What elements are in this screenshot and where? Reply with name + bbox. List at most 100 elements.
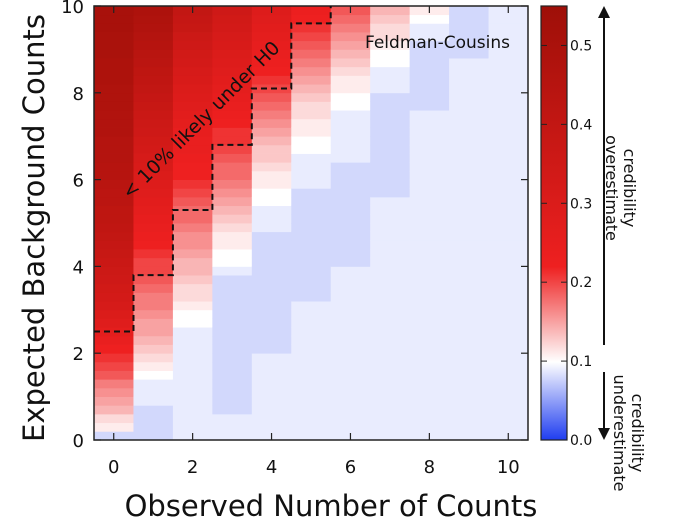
heatmap-cell — [172, 49, 213, 59]
heatmap-cell — [172, 214, 213, 224]
heatmap-cell — [172, 188, 213, 198]
heatmap-cell — [488, 58, 529, 68]
heatmap-cell — [409, 309, 450, 319]
heatmap-cell — [409, 413, 450, 424]
heatmap-cell — [94, 153, 134, 163]
heatmap-cell — [133, 353, 174, 363]
heatmap-cell — [449, 309, 489, 319]
heatmap-cell — [94, 231, 134, 241]
heatmap-cell — [330, 413, 371, 424]
heatmap-cell — [172, 318, 213, 328]
heatmap-cell — [133, 335, 174, 345]
heatmap-cell — [172, 101, 213, 111]
heatmap-cell — [409, 283, 450, 293]
heatmap-cell — [330, 92, 371, 102]
heatmap-cell — [172, 66, 213, 76]
heatmap-cell — [94, 318, 134, 328]
heatmap-cell — [172, 387, 213, 397]
heatmap-cell — [133, 179, 174, 189]
heatmap-cell — [94, 292, 134, 302]
heatmap-cell — [449, 344, 489, 354]
heatmap-cell — [94, 335, 134, 345]
heatmap-cell — [251, 179, 292, 189]
heatmap-cell — [370, 84, 411, 94]
x-tick-label: 2 — [187, 457, 198, 478]
heatmap-cell — [370, 405, 411, 415]
heatmap-cell — [251, 275, 292, 285]
heatmap-cell — [330, 196, 371, 207]
heatmap-cell — [449, 266, 489, 276]
heatmap-cell — [172, 153, 213, 163]
heatmap-cell — [133, 49, 174, 59]
heatmap-cell — [449, 370, 489, 380]
heatmap-cell — [212, 240, 253, 250]
heatmap-cell — [291, 413, 332, 424]
heatmap-cell — [212, 92, 253, 102]
x-axis-ticks: 0 2 4 6 8 10 — [108, 6, 520, 478]
heatmap-cell — [370, 249, 411, 259]
heatmap-cell — [251, 188, 292, 198]
heatmap-cell — [330, 118, 371, 128]
heatmap-cell — [409, 23, 450, 33]
heatmap-cell — [370, 49, 411, 59]
heatmap-cell — [488, 413, 529, 424]
heatmap-cell — [291, 84, 332, 94]
heatmap-cell — [133, 214, 174, 224]
heatmap-cell — [370, 292, 411, 302]
heatmap-cell — [212, 335, 253, 345]
heatmap-cell — [291, 58, 332, 68]
heatmap-cell — [449, 327, 489, 337]
heatmap-cell — [409, 49, 450, 59]
heatmap-cell — [488, 405, 529, 415]
heatmap-cell — [133, 6, 174, 16]
heatmap-cell — [212, 283, 253, 293]
heatmap-cell — [172, 327, 213, 337]
heatmap-cell — [251, 361, 292, 371]
heatmap-cell — [133, 136, 174, 146]
heatmap-cell — [370, 205, 411, 215]
heatmap-cell — [330, 301, 371, 311]
heatmap-cell — [370, 153, 411, 163]
heatmap-cell — [488, 136, 529, 146]
heatmap-cell — [212, 162, 253, 172]
heatmap-cell — [172, 266, 213, 276]
heatmap-cell — [212, 223, 253, 233]
heatmap-cell — [172, 170, 213, 180]
heatmap-cell — [488, 40, 529, 50]
x-tick-label: 8 — [424, 457, 435, 478]
heatmap-cell — [330, 136, 371, 146]
heatmap-cell — [449, 231, 489, 241]
heatmap-cell — [488, 188, 529, 198]
heatmap-cell — [370, 396, 411, 406]
y-axis-label: Expected Background Counts — [17, 14, 51, 442]
heatmap-cell — [172, 127, 213, 137]
heatmap-cell — [330, 23, 371, 33]
heatmap-cell — [409, 136, 450, 146]
heatmap-cell — [330, 422, 371, 432]
heatmap-cell — [449, 396, 489, 406]
heatmap-cell — [251, 283, 292, 293]
heatmap-cell — [212, 396, 253, 406]
heatmap-cell — [133, 110, 174, 120]
heatmap-cell — [291, 231, 332, 241]
heatmap-cell — [291, 379, 332, 389]
heatmap-cell — [212, 318, 253, 328]
plot-frame — [93, 5, 529, 441]
heatmap-cell — [330, 188, 371, 198]
heatmap-cell — [291, 387, 332, 397]
heatmap-cell — [488, 101, 529, 111]
heatmap-cell — [94, 144, 134, 154]
heatmap-cell — [212, 32, 253, 42]
heatmap-cell — [133, 422, 174, 432]
heatmap-cell — [133, 309, 174, 319]
heatmap-cells — [94, 6, 529, 441]
heatmap-cell — [330, 283, 371, 293]
heatmap-cell — [370, 335, 411, 345]
heatmap-cell — [330, 58, 371, 68]
heatmap-cell — [409, 361, 450, 371]
heatmap-cell — [94, 110, 134, 120]
heatmap-cell — [370, 413, 411, 424]
heatmap-cell — [94, 49, 134, 59]
heatmap-cell — [488, 127, 529, 137]
heatmap-cell — [291, 318, 332, 328]
